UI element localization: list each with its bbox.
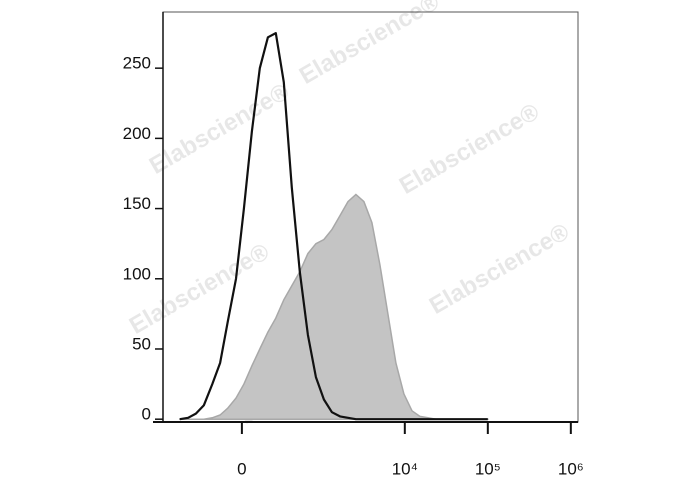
y-tick-label: 150 [123, 194, 151, 213]
watermark: Elabscience® [145, 78, 294, 180]
watermark: Elabscience® [125, 238, 274, 340]
y-tick-label: 0 [142, 405, 151, 424]
x-tick-label: 0 [237, 459, 246, 478]
watermark: Elabscience® [425, 218, 574, 320]
watermark: Elabscience® [395, 98, 544, 200]
histogram-line [179, 32, 488, 421]
histogram-area [179, 193, 489, 420]
y-tick-label: 100 [123, 264, 151, 283]
y-tick-label: 200 [123, 124, 151, 143]
y-tick-label: 250 [123, 54, 151, 73]
y-tick-label: 50 [132, 334, 151, 353]
watermark: Elabscience® [295, 0, 444, 90]
x-tick-label: 10⁴ [392, 459, 418, 478]
x-tick-label: 10⁶ [558, 459, 584, 478]
x-tick-label: 10⁵ [475, 459, 501, 478]
